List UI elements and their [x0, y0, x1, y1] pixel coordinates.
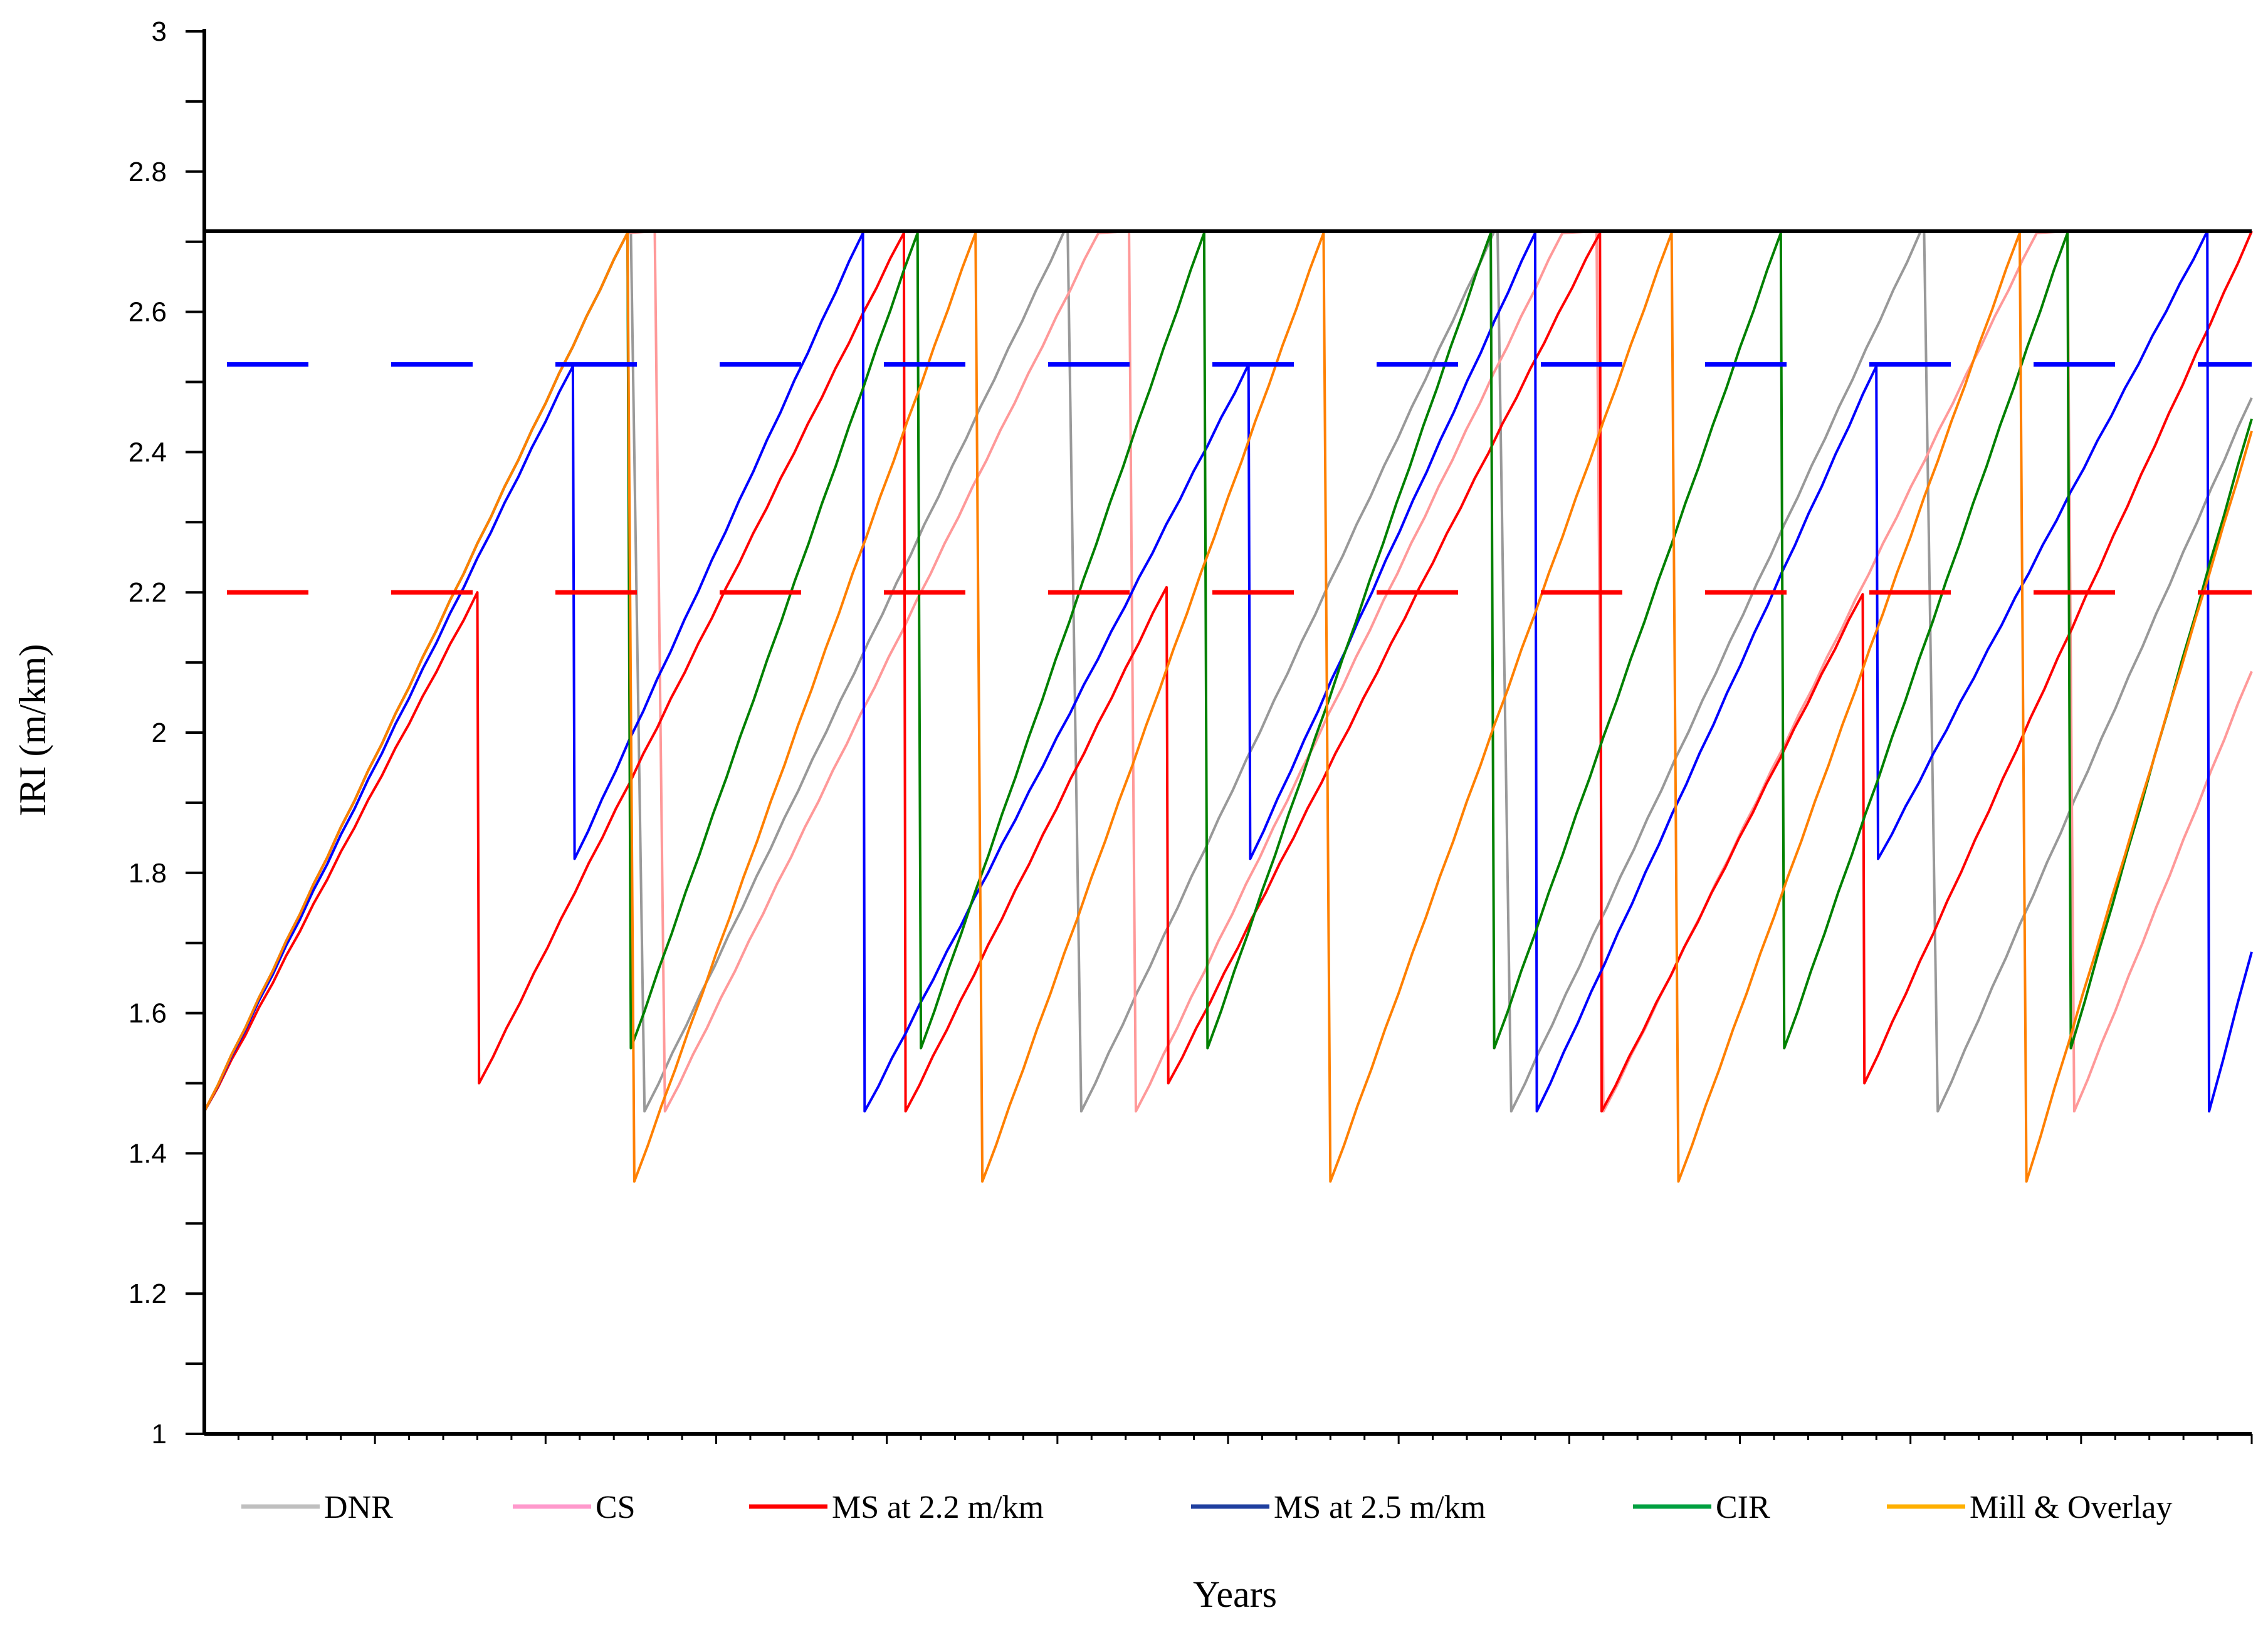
- legend: DNR CS MS at 2.2 m/km MS at 2.5 m/km CIR Mill…: [241, 1490, 2173, 1525]
- legend-label: Mill & Overlay: [1970, 1490, 2173, 1525]
- y-tick-label: 2.6: [129, 297, 167, 328]
- legend-item-ms-at-2-5-m-km: MS at 2.5 m/km: [1191, 1490, 1486, 1525]
- legend-item-cir: CIR: [1633, 1490, 1770, 1525]
- legend-item-cs: CS: [513, 1490, 636, 1525]
- y-tick-label: 1.4: [129, 1138, 167, 1169]
- y-tick-label: 1.2: [129, 1278, 167, 1309]
- series-line-ms-at-2-5-m-km: [203, 229, 2253, 1113]
- y-tick-label: 2: [152, 718, 167, 748]
- axes: 1 1.2 1.4 1.6 1.8 2 2.2 2.4 2.6 2.8 3: [129, 16, 2253, 1450]
- x-axis-title: Years: [1193, 1574, 1277, 1615]
- legend-label: DNR: [324, 1490, 393, 1525]
- y-tick-label: 2.8: [129, 157, 167, 187]
- y-axis-title: IRI (m/km): [12, 644, 53, 817]
- legend-item-mill-overlay: Mill & Overlay: [1887, 1490, 2173, 1525]
- y-tick-label: 3: [152, 16, 167, 47]
- legend-label: CS: [596, 1490, 636, 1525]
- y-tick-label: 2.4: [129, 437, 167, 468]
- threshold-lines: [204, 229, 2252, 595]
- series-lines: [203, 229, 2253, 1183]
- series-line-mill-overlay: [203, 231, 2253, 1183]
- legend-label: MS at 2.5 m/km: [1274, 1490, 1486, 1525]
- y-tick-label: 1.8: [129, 858, 167, 889]
- legend-label: CIR: [1716, 1490, 1770, 1525]
- y-tick-label: 1: [152, 1419, 167, 1450]
- legend-item-dnr: DNR: [241, 1490, 393, 1525]
- y-tick-label: 1.6: [129, 998, 167, 1029]
- legend-label: MS at 2.2 m/km: [832, 1490, 1044, 1525]
- y-tick-label: 2.2: [129, 577, 167, 608]
- legend-item-ms-at-2-2-m-km: MS at 2.2 m/km: [749, 1490, 1044, 1525]
- series-line-ms-at-2-2-m-km: [203, 231, 2253, 1113]
